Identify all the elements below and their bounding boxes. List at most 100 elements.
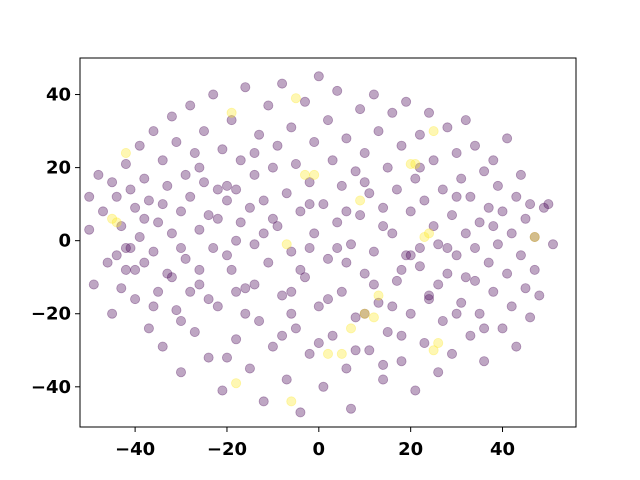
scatter-point (98, 206, 109, 217)
scatter-point (469, 242, 480, 253)
scatter-point (299, 96, 310, 107)
scatter-point (488, 286, 499, 297)
scatter-point (120, 264, 131, 275)
scatter-point (309, 169, 320, 180)
scatter-point (332, 85, 343, 96)
scatter-point (175, 206, 186, 217)
scatter-point (382, 162, 393, 173)
scatter-point (134, 231, 145, 242)
scatter-point (483, 202, 494, 213)
scatter-point (175, 315, 186, 326)
scatter-point (410, 385, 421, 396)
scatter-point (171, 305, 182, 316)
scatter-point (433, 367, 444, 378)
scatter-point (345, 323, 356, 334)
series-1-group (107, 93, 540, 407)
scatter-point (341, 257, 352, 268)
scatter-point (231, 184, 242, 195)
scatter-point (212, 213, 223, 224)
scatter-point (267, 162, 278, 173)
scatter-point (313, 337, 324, 348)
scatter-point (185, 286, 196, 297)
scatter-point (520, 213, 531, 224)
scatter-point (318, 381, 329, 392)
scatter-point (231, 378, 242, 389)
scatter-point (359, 308, 370, 319)
scatter-point (322, 294, 333, 305)
scatter-point (405, 206, 416, 217)
scatter-point (235, 217, 246, 228)
scatter-point (299, 169, 310, 180)
scatter-point (194, 162, 205, 173)
scatter-point (401, 250, 412, 261)
scatter-point (359, 147, 370, 158)
scatter-point (116, 221, 127, 232)
scatter-point (350, 345, 361, 356)
scatter-point (295, 264, 306, 275)
scatter-point (281, 188, 292, 199)
scatter-point (304, 199, 315, 210)
scatter-point (304, 348, 315, 359)
scatter-point (84, 224, 95, 235)
scatter-point (396, 330, 407, 341)
scatter-point (465, 330, 476, 341)
scatter-point (249, 239, 260, 250)
scatter-point (93, 169, 104, 180)
scatter-point (378, 359, 389, 370)
scatter-point (387, 107, 398, 118)
scatter-point (327, 330, 338, 341)
scatter-point (134, 140, 145, 151)
x-axis-ticks: −40 −20 0 20 40 (115, 427, 515, 460)
scatter-point (212, 301, 223, 312)
scatter-point (240, 308, 251, 319)
scatter-point (359, 268, 370, 279)
scatter-point (240, 82, 251, 93)
scatter-point (295, 407, 306, 418)
scatter-point (451, 308, 462, 319)
scatter-point (258, 195, 269, 206)
scatter-point (451, 250, 462, 261)
scatter-point (175, 242, 186, 253)
y-tick-label: −20 (31, 304, 71, 325)
scatter-point (460, 228, 471, 239)
scatter-point (382, 326, 393, 337)
scatter-point (231, 334, 242, 345)
scatter-point (378, 202, 389, 213)
scatter-point (244, 202, 255, 213)
scatter-point (249, 169, 260, 180)
scatter-point (492, 239, 503, 250)
scatter-point (203, 352, 214, 363)
scatter-point (208, 242, 219, 253)
scatter-point (373, 126, 384, 137)
scatter-point (120, 242, 131, 253)
scatter-point (433, 279, 444, 290)
scatter-point (203, 210, 214, 221)
scatter-point (194, 264, 205, 275)
scatter-point (515, 169, 526, 180)
scatter-point (378, 221, 389, 232)
scatter-point (166, 272, 177, 283)
scatter-point (258, 228, 269, 239)
scatter-point (286, 396, 297, 407)
scatter-point (446, 348, 457, 359)
scatter-point (148, 301, 159, 312)
scatter-point (286, 246, 297, 257)
scatter-point (295, 206, 306, 217)
points-layer (84, 71, 559, 418)
scatter-point (511, 341, 522, 352)
scatter-point (148, 126, 159, 137)
scatter-point (180, 169, 191, 180)
scatter-point (451, 191, 462, 202)
scatter-point (143, 323, 154, 334)
scatter-point (423, 228, 434, 239)
scatter-point (474, 217, 485, 228)
scatter-point (157, 199, 168, 210)
scatter-point (442, 268, 453, 279)
scatter-point (286, 308, 297, 319)
x-tick-label: 40 (490, 439, 515, 460)
scatter-point (221, 180, 232, 191)
scatter-point (130, 294, 141, 305)
x-tick-label: −20 (207, 439, 247, 460)
scatter-point (391, 184, 402, 195)
